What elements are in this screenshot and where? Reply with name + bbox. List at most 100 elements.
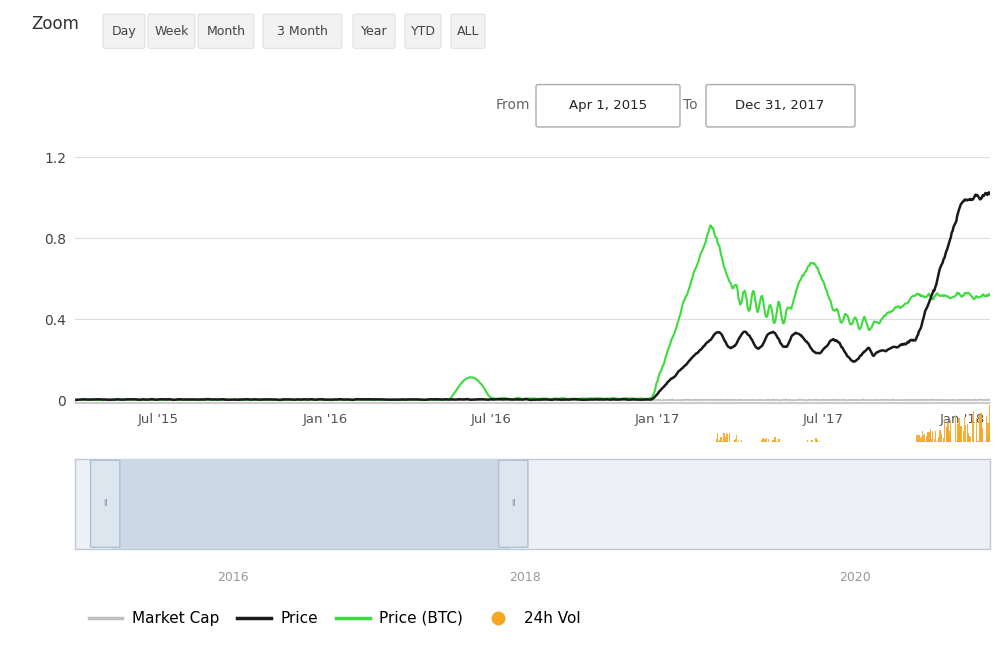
Bar <box>774 437 776 442</box>
Bar <box>775 441 777 442</box>
Bar <box>768 439 769 442</box>
Text: YTD: YTD <box>411 25 436 38</box>
Bar <box>931 439 932 442</box>
FancyBboxPatch shape <box>91 460 120 547</box>
Bar <box>812 440 813 442</box>
Bar <box>932 430 933 442</box>
Bar <box>980 412 982 442</box>
Bar <box>815 438 817 442</box>
Bar <box>819 441 820 442</box>
Bar <box>807 440 808 442</box>
Text: 2018: 2018 <box>510 571 541 584</box>
Bar <box>721 441 723 442</box>
Bar <box>918 435 920 442</box>
Bar <box>950 420 951 442</box>
Bar <box>718 441 719 442</box>
FancyBboxPatch shape <box>706 84 855 127</box>
Bar <box>949 437 951 442</box>
Bar <box>948 432 950 442</box>
Bar <box>736 435 737 442</box>
Legend: Market Cap, Price, Price (BTC), 24h Vol: Market Cap, Price, Price (BTC), 24h Vol <box>83 605 586 632</box>
Bar <box>727 434 728 442</box>
Bar <box>976 418 977 442</box>
Bar <box>761 440 763 442</box>
Bar <box>921 437 922 442</box>
Bar <box>987 440 988 442</box>
FancyBboxPatch shape <box>148 14 195 49</box>
Bar <box>955 416 956 442</box>
Bar <box>938 437 940 442</box>
Bar <box>717 433 718 442</box>
Bar <box>112 459 510 549</box>
Text: 2016: 2016 <box>217 571 248 584</box>
Bar <box>762 438 764 442</box>
Bar <box>778 440 779 442</box>
Bar <box>925 441 926 442</box>
FancyBboxPatch shape <box>263 14 342 49</box>
Bar <box>922 431 923 442</box>
FancyBboxPatch shape <box>451 14 485 49</box>
Bar <box>963 431 964 442</box>
Bar <box>960 426 962 442</box>
Bar <box>981 420 982 442</box>
Text: From: From <box>496 98 530 112</box>
Bar <box>930 429 931 442</box>
Text: II: II <box>511 499 516 508</box>
Bar <box>946 426 948 442</box>
FancyBboxPatch shape <box>198 14 254 49</box>
Bar <box>988 436 990 442</box>
Bar <box>947 424 949 442</box>
Text: Month: Month <box>207 25 246 38</box>
Bar <box>929 432 931 442</box>
FancyBboxPatch shape <box>536 84 680 127</box>
Bar <box>725 438 726 442</box>
Bar <box>946 427 947 442</box>
Bar <box>973 411 974 442</box>
Bar <box>957 436 958 442</box>
Bar <box>968 436 970 442</box>
Bar <box>923 435 924 442</box>
Bar <box>941 434 942 442</box>
Bar <box>734 440 736 442</box>
Bar <box>967 424 968 442</box>
Text: Week: Week <box>154 25 189 38</box>
Bar <box>772 440 774 442</box>
Bar <box>943 438 944 442</box>
Text: Day: Day <box>112 25 136 38</box>
Bar <box>977 441 979 442</box>
Text: 2020: 2020 <box>839 571 871 584</box>
Bar <box>934 440 935 442</box>
Bar <box>987 423 989 442</box>
Bar <box>959 427 961 442</box>
Text: Apr 1, 2015: Apr 1, 2015 <box>569 99 647 112</box>
Bar <box>764 440 766 442</box>
Bar <box>738 440 739 442</box>
Text: ALL: ALL <box>457 25 479 38</box>
Text: Dec 31, 2017: Dec 31, 2017 <box>735 99 825 112</box>
Bar <box>816 440 818 442</box>
Bar <box>729 434 730 442</box>
FancyBboxPatch shape <box>103 14 145 49</box>
Bar <box>989 405 991 442</box>
Bar <box>972 419 973 442</box>
Bar <box>716 439 717 442</box>
Bar <box>939 430 941 442</box>
Bar <box>741 440 742 442</box>
Bar <box>979 415 981 442</box>
Text: Year: Year <box>361 25 387 38</box>
Bar <box>935 431 936 442</box>
FancyBboxPatch shape <box>353 14 395 49</box>
Bar <box>956 441 957 442</box>
Bar <box>924 434 925 442</box>
Bar <box>958 418 960 442</box>
Bar <box>969 438 971 442</box>
Bar <box>916 435 918 442</box>
Bar <box>964 417 965 442</box>
Bar <box>927 432 929 442</box>
Bar <box>720 437 722 442</box>
Bar <box>986 416 987 442</box>
Bar <box>811 440 812 442</box>
Bar <box>726 434 727 442</box>
Bar <box>967 433 969 442</box>
Bar <box>779 439 780 442</box>
